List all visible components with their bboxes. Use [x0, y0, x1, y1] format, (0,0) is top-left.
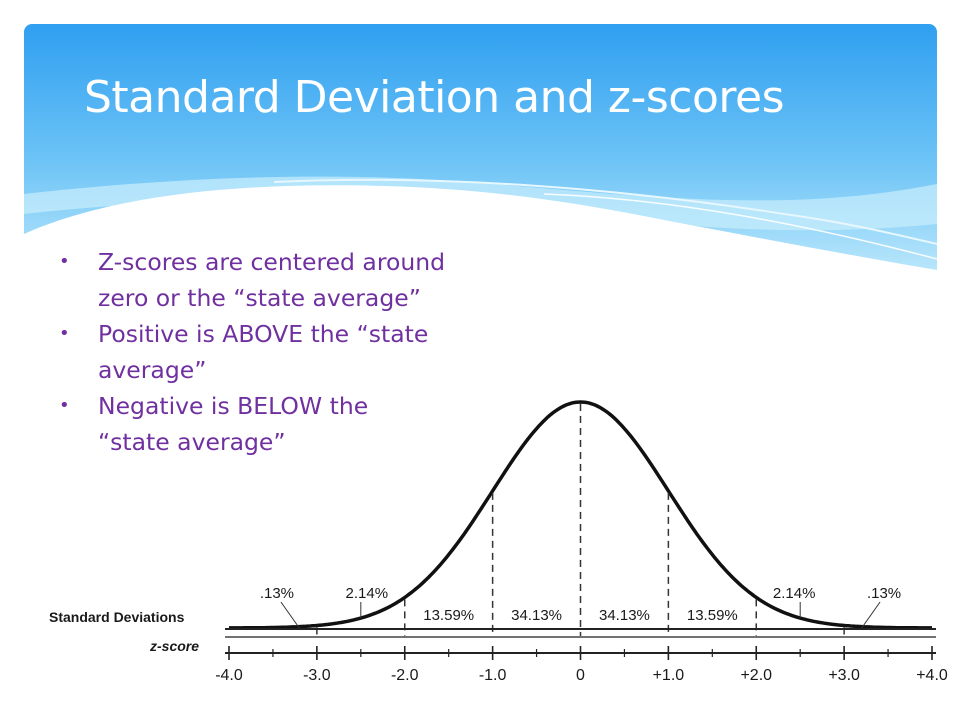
banner-background	[24, 24, 937, 270]
z-score-tick-label: -2.0	[391, 667, 419, 684]
region-percent-label: .13%	[260, 585, 294, 602]
zscore-row-label: z-score	[149, 638, 199, 654]
z-score-tick-label: +2.0	[740, 667, 772, 684]
bullet-text: average”	[98, 356, 207, 384]
sd-row-label: Standard Deviations	[49, 609, 185, 625]
region-percent-label: 2.14%	[346, 585, 389, 602]
z-score-tick-label: +3.0	[828, 667, 860, 684]
bullet-text: Negative is BELOW the	[98, 392, 369, 420]
axes	[225, 628, 936, 660]
bullet-text: zero or the “state average”	[98, 284, 421, 312]
region-percent-label: .13%	[867, 585, 901, 602]
z-score-tick-label: 0	[576, 667, 585, 684]
region-labels: .13% 2.14% 13.59% 34.13% 34.13% 13.59% 2.14% .1…	[260, 585, 901, 629]
bullet-item: • Negative is BELOW the “state average”	[50, 388, 580, 460]
slide-title: Standard Deviation and z-scores	[84, 72, 785, 123]
z-score-tick-label: -4.0	[215, 667, 243, 684]
bullet-icon: •	[59, 251, 70, 272]
z-score-tick-label: -1.0	[479, 667, 507, 684]
callout-line	[280, 601, 300, 629]
normal-distribution-chart: .13% 2.14% 13.59% 34.13% 34.13% 13.59% 2.14% .1…	[49, 400, 948, 684]
z-score-tick-label: +1.0	[653, 667, 685, 684]
bullet-icon: •	[59, 323, 70, 344]
callout-line	[861, 601, 881, 629]
z-score-tick-label: +4.0	[916, 667, 948, 684]
title-banner	[24, 24, 937, 270]
bullet-text: Z-scores are centered around	[98, 248, 446, 276]
z-score-tick-label: -3.0	[303, 667, 331, 684]
bullet-item: • Positive is ABOVE the “state average”	[50, 316, 580, 388]
bullet-list: • Z-scores are centered around zero or t…	[50, 244, 580, 460]
bullet-text: “state average”	[98, 428, 286, 456]
region-percent-label: 34.13%	[511, 607, 562, 624]
region-percent-label: 13.59%	[687, 607, 738, 624]
region-percent-label: 13.59%	[423, 607, 474, 624]
bullet-text: Positive is ABOVE the “state	[98, 320, 429, 348]
bell-curve	[229, 400, 932, 630]
bullet-item: • Z-scores are centered around zero or t…	[50, 244, 580, 316]
region-percent-label: 2.14%	[773, 585, 816, 602]
bullet-icon: •	[59, 395, 70, 416]
z-score-tick-labels: -4.0 -3.0 -2.0 -1.0 0 +1.0 +2.0 +3.0 +4.0	[215, 667, 948, 684]
region-percent-label: 34.13%	[599, 607, 650, 624]
